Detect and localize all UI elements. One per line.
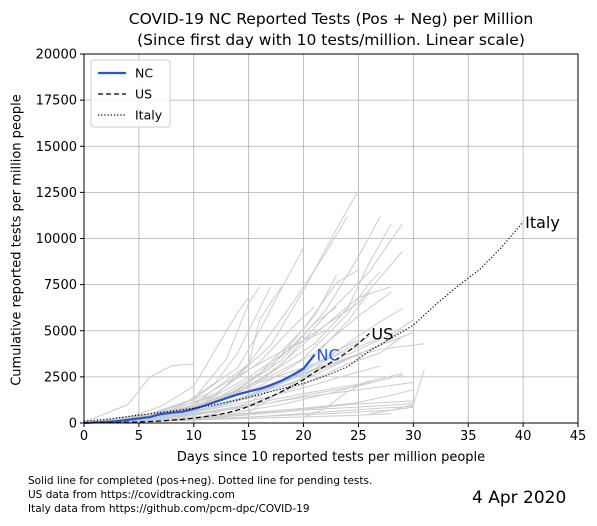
footnote-line: Solid line for completed (pos+neg). Dott… <box>28 475 373 487</box>
x-tick-label: 40 <box>515 429 532 444</box>
series-line-us <box>83 333 370 424</box>
background-series-line <box>369 369 425 415</box>
chart-subtitle: (Since first day with 10 tests/million. … <box>137 31 525 49</box>
footnote-italy-source: Italy data from https://github.com/pcm-d… <box>28 503 310 515</box>
annotation-italy: Italy <box>525 213 560 232</box>
background-series-line <box>83 306 337 424</box>
background-series-group <box>83 190 425 424</box>
y-tick-label: 15000 <box>36 140 77 155</box>
y-tick-label: 12500 <box>36 186 77 201</box>
axes: 0 5 10 15 20 25 30 35 40 45 0 2500 5000 7500 10000 1250… <box>36 48 587 445</box>
x-tick-label: 5 <box>135 429 143 444</box>
legend-label-nc: NC <box>135 66 153 81</box>
legend-label-us: US <box>135 87 152 102</box>
background-series-line <box>303 380 370 418</box>
background-series-line <box>83 297 250 424</box>
y-tick-label: 7500 <box>44 278 77 293</box>
legend-box <box>90 59 171 128</box>
y-tick-label: 17500 <box>36 94 77 109</box>
legend-label-italy: Italy <box>135 108 163 123</box>
y-tick-label: 2500 <box>44 370 77 385</box>
series-line-italy <box>83 221 524 422</box>
x-tick-label: 0 <box>80 429 88 444</box>
background-series-line <box>83 389 414 424</box>
x-tick-label: 10 <box>186 429 203 444</box>
y-tick-label: 0 <box>69 417 77 432</box>
annotation-us: US <box>371 325 393 344</box>
x-tick-label: 35 <box>460 429 477 444</box>
background-series-line <box>83 216 348 424</box>
y-tick-label: 10000 <box>36 232 77 247</box>
background-series-line <box>83 332 414 424</box>
x-tick-label: 45 <box>570 429 587 444</box>
x-tick-label: 30 <box>405 429 422 444</box>
x-tick-label: 25 <box>350 429 367 444</box>
annotations: NC US Italy <box>317 213 560 365</box>
legend: NC US Italy <box>90 59 171 128</box>
y-tick-label: 5000 <box>44 324 77 339</box>
annotation-nc: NC <box>317 346 340 365</box>
main-series-group <box>83 221 524 425</box>
chart-title: COVID-19 NC Reported Tests (Pos + Neg) p… <box>128 10 534 28</box>
background-series-line <box>248 339 359 413</box>
x-axis-label: Days since 10 reported tests per million… <box>176 450 486 465</box>
background-series-line <box>83 216 381 424</box>
background-series-line <box>83 328 403 424</box>
background-series-line <box>83 190 359 424</box>
footnote-us-source: US data from https://covidtracking.com <box>28 489 235 501</box>
background-series-line <box>83 405 414 424</box>
background-series-line <box>83 363 194 423</box>
y-tick-label: 20000 <box>36 48 77 63</box>
x-tick-label: 20 <box>295 429 312 444</box>
x-tick-label: 15 <box>240 429 257 444</box>
report-date: 4 Apr 2020 <box>472 488 567 508</box>
